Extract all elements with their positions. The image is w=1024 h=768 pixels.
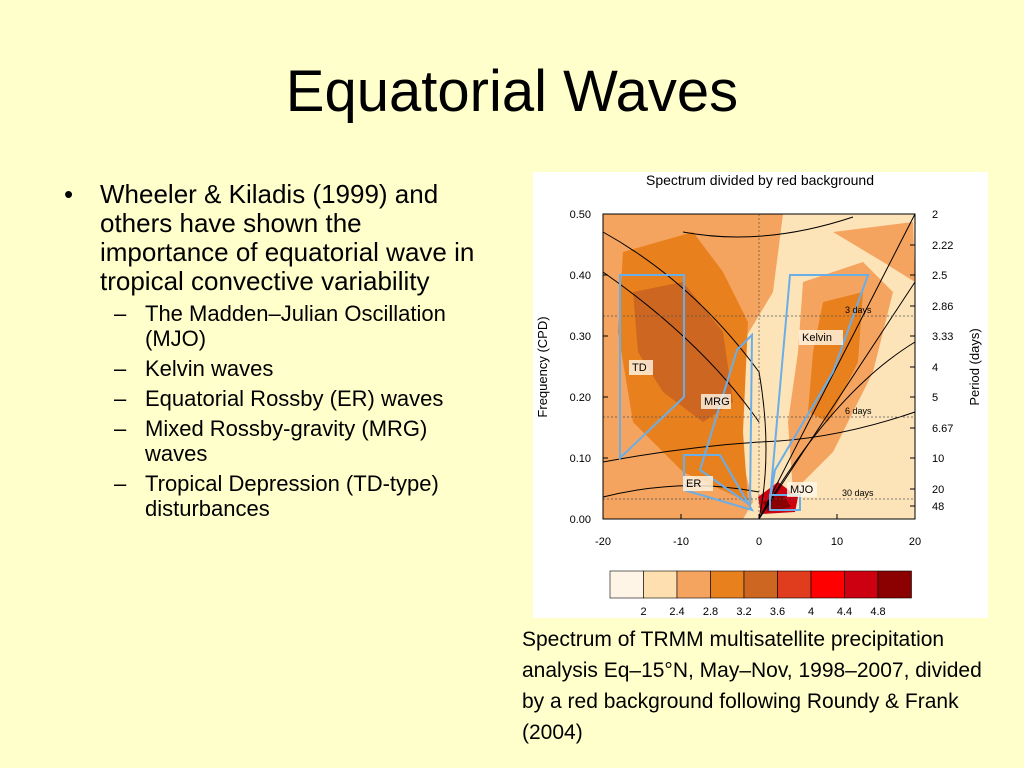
x-tick-label: 10 xyxy=(831,536,843,548)
colorbar-label: 2 xyxy=(640,606,646,618)
region-label: MRG xyxy=(704,396,730,408)
y-tick-label: 0.40 xyxy=(570,270,591,282)
caption: Spectrum of TRMM multisatellite precipit… xyxy=(522,628,982,744)
y2-tick-label: 3.33 xyxy=(932,331,953,343)
region-label: Kelvin xyxy=(802,332,832,344)
box-kelvin xyxy=(769,274,870,501)
curve xyxy=(602,271,760,423)
colorbar-cell xyxy=(676,570,711,599)
curve xyxy=(758,281,916,520)
colorbar-cell xyxy=(810,570,845,599)
y2-axis: 2 2.22 2.5 2.86 3.33 4 5 6.67 10 20 48 xyxy=(910,209,953,513)
x-tick-label: -20 xyxy=(595,536,611,548)
contour-level xyxy=(833,222,915,282)
y2-tick-label: 48 xyxy=(932,501,944,513)
region-labels: TD MRG ER MJO Kelvin 3 days 6 days 30 days xyxy=(629,305,874,498)
y2-tick-label: 5 xyxy=(932,392,938,404)
y-axis-label: Frequency (CPD) xyxy=(535,316,550,417)
y2-tick-label: 2 xyxy=(932,209,938,221)
box-td xyxy=(619,274,685,461)
x-tick-label: 20 xyxy=(909,536,921,548)
region-label: ER xyxy=(686,478,701,490)
period-label: 30 days xyxy=(842,488,874,498)
curve xyxy=(758,341,916,520)
sub-bullet: Kelvin waves xyxy=(62,356,475,381)
region-label-box xyxy=(787,482,817,497)
y2-tick-label: 4 xyxy=(932,362,938,374)
curve xyxy=(758,213,916,520)
figure-title: Spectrum divided by red background xyxy=(646,172,874,188)
colorbar-cell xyxy=(844,570,879,599)
sub-bullet: Equatorial Rossby (ER) waves xyxy=(62,386,475,411)
region-label-box xyxy=(799,330,843,345)
colorbar: 2 2.4 2.8 3.2 3.6 4 4.4 4.8 xyxy=(609,570,912,618)
bullet-list: Wheeler & Kiladis (1999) and others have… xyxy=(62,180,492,522)
y2-tick-label: 2.22 xyxy=(932,240,953,252)
figure: Spectrum divided by red background TD MRG… xyxy=(533,172,988,618)
curve xyxy=(682,216,854,238)
y2-tick-label: 6.67 xyxy=(932,423,953,435)
sub-bullet-list: The Madden–Julian Oscillation (MJO) Kelvi… xyxy=(62,301,492,521)
y-tick-label: 0.00 xyxy=(570,514,591,526)
period-guides xyxy=(603,214,915,519)
y-tick-label: 0.50 xyxy=(570,209,591,221)
y2-tick-label: 10 xyxy=(932,453,944,465)
region-label-box xyxy=(629,360,653,375)
y2-tick-label: 2.5 xyxy=(932,270,947,282)
region-label: MJO xyxy=(790,484,814,496)
colorbar-label: 4.4 xyxy=(837,606,852,618)
region-label: TD xyxy=(632,362,647,374)
colorbar-cell xyxy=(643,570,678,599)
sub-bullet: Mixed Rossby-gravity (MRG) waves xyxy=(62,416,475,466)
sub-bullet: Tropical Depression (TD-type) disturbanc… xyxy=(62,471,475,521)
colorbar-label: 2.8 xyxy=(703,606,718,618)
colorbar-cell xyxy=(609,570,644,599)
region-label-box xyxy=(701,394,731,409)
colorbar-label: 3.2 xyxy=(736,606,751,618)
curve xyxy=(602,485,760,498)
y-tick-label: 0.20 xyxy=(570,392,591,404)
x-tick-label: -10 xyxy=(673,536,689,548)
colorbar-cell xyxy=(710,570,745,599)
wave-boxes xyxy=(619,274,870,512)
slide-title: Equatorial Waves xyxy=(285,59,739,124)
y2-axis-label: Period (days) xyxy=(967,328,982,405)
colorbar-label: 4 xyxy=(808,606,814,618)
region-label-box xyxy=(683,476,713,491)
colorbar-cell xyxy=(877,570,912,599)
y-tick-label: 0.10 xyxy=(570,453,591,465)
colorbar-label: 4.8 xyxy=(870,606,885,618)
period-label: 6 days xyxy=(845,406,872,416)
bullet: Wheeler & Kiladis (1999) and others have… xyxy=(62,180,490,296)
x-axis: -20 -10 0 10 20 xyxy=(595,514,921,548)
sub-bullet: The Madden–Julian Oscillation (MJO) xyxy=(62,301,475,351)
y-tick-label: 0.30 xyxy=(570,331,591,343)
x-tick-label: 0 xyxy=(756,536,762,548)
colorbar-label: 3.6 xyxy=(770,606,785,618)
colorbar-label: 2.4 xyxy=(669,606,684,618)
colorbar-cell xyxy=(743,570,778,599)
colorbar-cell xyxy=(777,570,812,599)
y-axis: 0.50 0.40 0.30 0.20 0.10 0.00 xyxy=(570,209,608,526)
y2-tick-label: 20 xyxy=(932,484,944,496)
period-label: 3 days xyxy=(845,305,872,315)
y2-tick-label: 2.86 xyxy=(932,301,953,313)
